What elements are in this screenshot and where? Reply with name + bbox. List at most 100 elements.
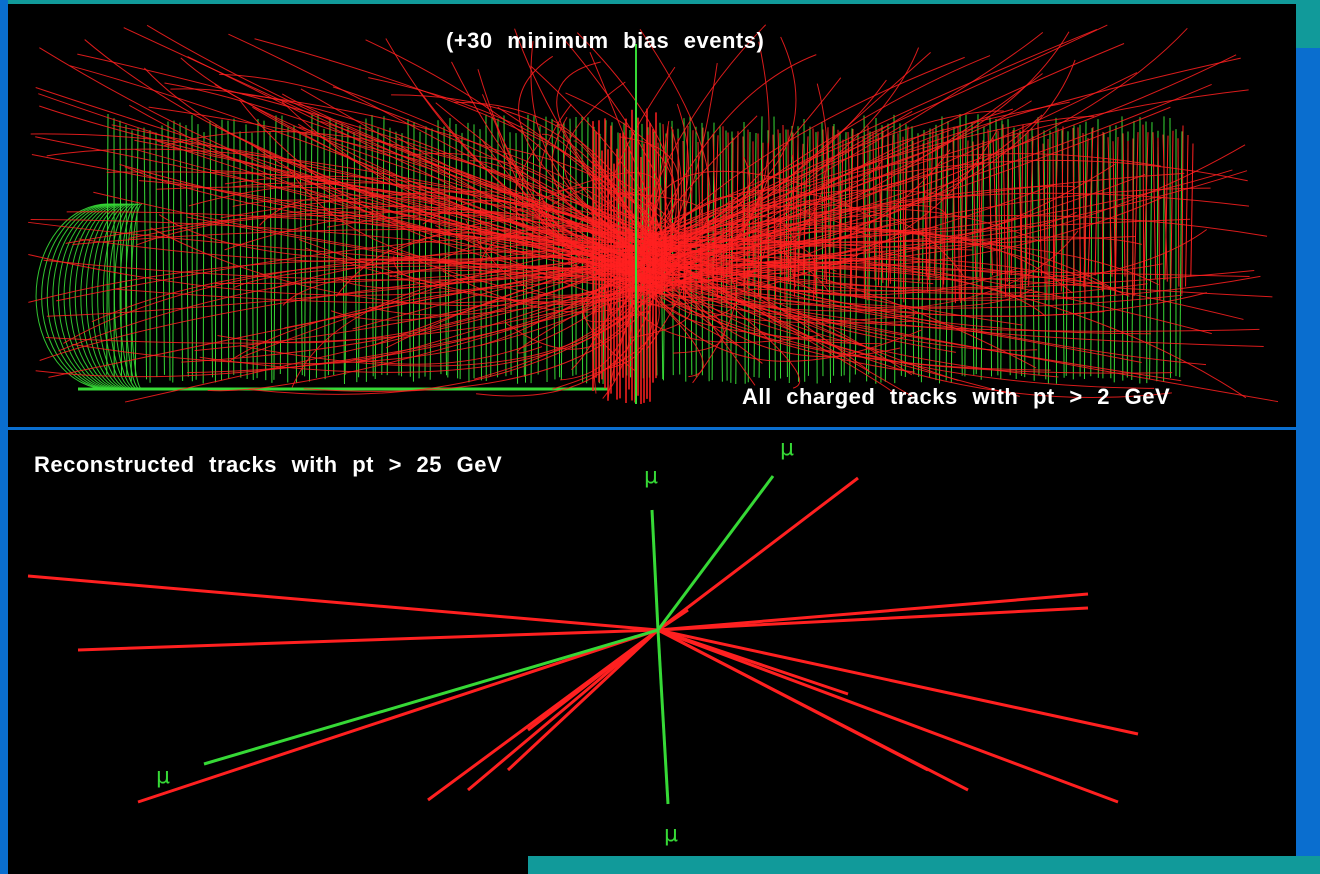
charged-track <box>136 214 661 263</box>
charged-track <box>139 180 643 277</box>
track-hit-line <box>663 125 669 280</box>
event-display-reconstructed-tracks: Reconstructed tracks with pt > 25 GeV μ … <box>8 430 1296 874</box>
charged-track <box>125 276 650 403</box>
charged-track <box>656 52 931 290</box>
charged-track <box>551 116 631 236</box>
track-hit-line <box>792 132 795 297</box>
detector-hit-line <box>167 121 171 381</box>
charged-track <box>647 282 1020 397</box>
track-hit-line <box>731 137 734 283</box>
charged-track <box>652 47 920 277</box>
track-hit-line <box>933 135 939 275</box>
minimum-bias-caption: (+30 minimum bias events) <box>446 28 765 53</box>
muon-track <box>656 629 670 805</box>
charged-track <box>39 261 645 361</box>
track-hit-line <box>862 136 865 299</box>
endcap-hoop <box>91 203 129 390</box>
track-hit-line <box>1107 137 1113 277</box>
detector-hit-line <box>161 125 165 375</box>
track-hit-line <box>1190 143 1194 277</box>
track-hit-line <box>824 127 829 280</box>
charged-track <box>641 255 1207 366</box>
track-hit-line <box>1094 131 1099 276</box>
detector-hit-line <box>437 120 442 375</box>
track-hit-line <box>701 127 704 294</box>
charged-track <box>650 106 1171 260</box>
endcap-hoop <box>130 203 143 390</box>
charged-track <box>648 110 1004 250</box>
track-hit-line <box>897 133 900 298</box>
track-hit-line <box>727 132 731 276</box>
reconstructed-track <box>527 628 659 732</box>
charged-track <box>187 56 633 272</box>
track-hit-line <box>952 137 956 304</box>
charged-track <box>332 86 666 238</box>
track-hit-line <box>849 128 854 297</box>
track-hit-line <box>1017 134 1024 290</box>
endcap-hoop <box>41 203 111 390</box>
detector-hit-line <box>327 118 331 376</box>
detector-hit-line <box>503 115 507 377</box>
charged-track <box>657 243 1059 378</box>
track-hit-line <box>1052 128 1059 301</box>
track-hit-line <box>1152 132 1157 279</box>
endcap-hoop <box>85 203 127 390</box>
track-hit-line <box>979 140 984 278</box>
reconstructed-track <box>657 628 849 696</box>
track-hit-line <box>1072 127 1075 287</box>
track-hit-line <box>1010 130 1014 276</box>
charged-track <box>666 255 1172 398</box>
endcap-hoop <box>52 203 115 390</box>
track-hit-line <box>1157 137 1161 300</box>
track-hit-line <box>1052 133 1055 294</box>
track-hit-line <box>787 129 790 283</box>
detector-hit-line <box>172 120 175 383</box>
track-hit-line <box>813 131 819 301</box>
track-hit-line <box>682 126 689 299</box>
charged-track <box>631 157 750 236</box>
detector-hit-line <box>509 132 512 375</box>
detector-hit-line <box>1179 131 1183 378</box>
track-hit-line <box>960 131 964 303</box>
detector-hit-line <box>1013 127 1017 380</box>
track-hit-line <box>839 139 844 277</box>
endcap-hoop <box>69 203 121 390</box>
endcap-hoop <box>74 203 123 390</box>
detector-hit-line <box>134 128 139 378</box>
detector-hit-line <box>202 132 205 384</box>
track-hit-line <box>777 129 783 276</box>
track-hit-line <box>677 138 680 289</box>
detector-hit-line <box>256 119 259 379</box>
track-hit-line <box>964 140 969 302</box>
detector-hit-line <box>209 120 214 378</box>
panel-divider <box>8 427 1296 430</box>
charged-track <box>657 89 1249 283</box>
track-hit-line <box>1042 143 1046 284</box>
detector-hit-line <box>119 120 123 377</box>
track-hit-line <box>1143 132 1149 290</box>
detector-hit-line <box>353 131 358 383</box>
track-hit-line <box>917 136 920 282</box>
track-hit-line <box>682 140 686 302</box>
track-hit-line <box>757 133 760 296</box>
charged-track <box>186 216 630 289</box>
charged-track <box>663 54 1237 253</box>
charged-track <box>30 133 636 274</box>
track-hit-line <box>925 139 929 276</box>
track-hit-line <box>877 131 884 286</box>
charged-track <box>150 227 657 307</box>
all-tracks-drawing <box>28 24 1279 404</box>
endcap-hoop <box>119 203 139 390</box>
detector-hit-line <box>1000 120 1003 380</box>
charged-track <box>355 268 660 363</box>
charged-track <box>451 61 649 262</box>
detector-hit-line <box>447 117 451 378</box>
charged-track <box>224 175 662 266</box>
detector-hit-line <box>569 118 574 376</box>
detector-hit-line <box>418 131 421 379</box>
charged-track <box>654 259 916 322</box>
track-hit-line <box>1060 126 1064 292</box>
charged-track <box>656 292 1260 332</box>
track-hit-line <box>987 129 993 276</box>
endcap-hoop <box>125 203 141 390</box>
